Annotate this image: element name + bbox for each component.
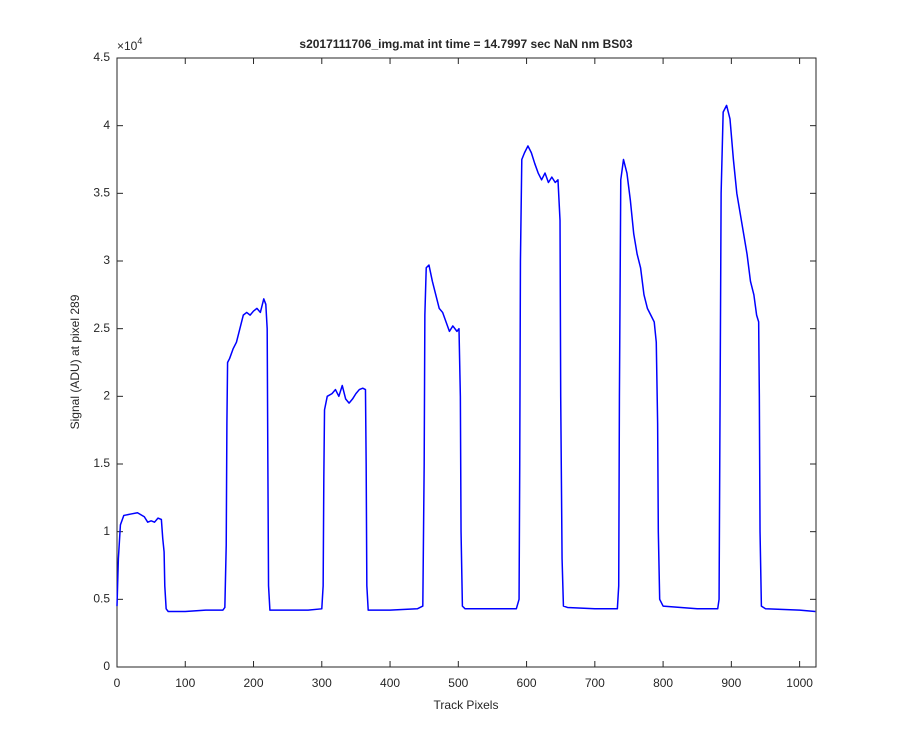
y-tick-label: 2 — [103, 389, 110, 403]
x-axis-label: Track Pixels — [434, 698, 499, 712]
x-tick-label: 100 — [175, 676, 195, 690]
signal-line — [116, 104, 816, 613]
axes-box — [116, 57, 817, 668]
y-tick-label: 2.5 — [93, 321, 110, 335]
x-tick-label: 700 — [585, 676, 605, 690]
y-tick-label: 4.5 — [93, 50, 110, 64]
y-exponent: ×104 — [117, 36, 142, 53]
x-tick-label: 1000 — [786, 676, 813, 690]
y-tick-label: 4 — [103, 118, 110, 132]
y-tick-label: 0 — [103, 659, 110, 673]
y-exponent-base: ×10 — [117, 39, 138, 53]
y-exponent-power: 4 — [137, 36, 142, 46]
x-tick-label: 600 — [517, 676, 537, 690]
x-tick-label: 900 — [721, 676, 741, 690]
y-tick-label: 1 — [103, 524, 110, 538]
y-tick-label: 0.5 — [93, 592, 110, 606]
y-tick-label: 1.5 — [93, 456, 110, 470]
x-tick-label: 800 — [653, 676, 673, 690]
chart-title: s2017111706_img.mat int time = 14.7997 s… — [299, 37, 633, 51]
x-tick-label: 200 — [244, 676, 264, 690]
y-tick-label: 3.5 — [93, 186, 110, 200]
y-tick-label: 3 — [103, 253, 110, 267]
x-tick-label: 0 — [114, 676, 121, 690]
x-tick-label: 400 — [380, 676, 400, 690]
x-tick-label: 300 — [312, 676, 332, 690]
y-axis-label: Signal (ADU) at pixel 289 — [68, 294, 82, 429]
x-tick-label: 500 — [448, 676, 468, 690]
